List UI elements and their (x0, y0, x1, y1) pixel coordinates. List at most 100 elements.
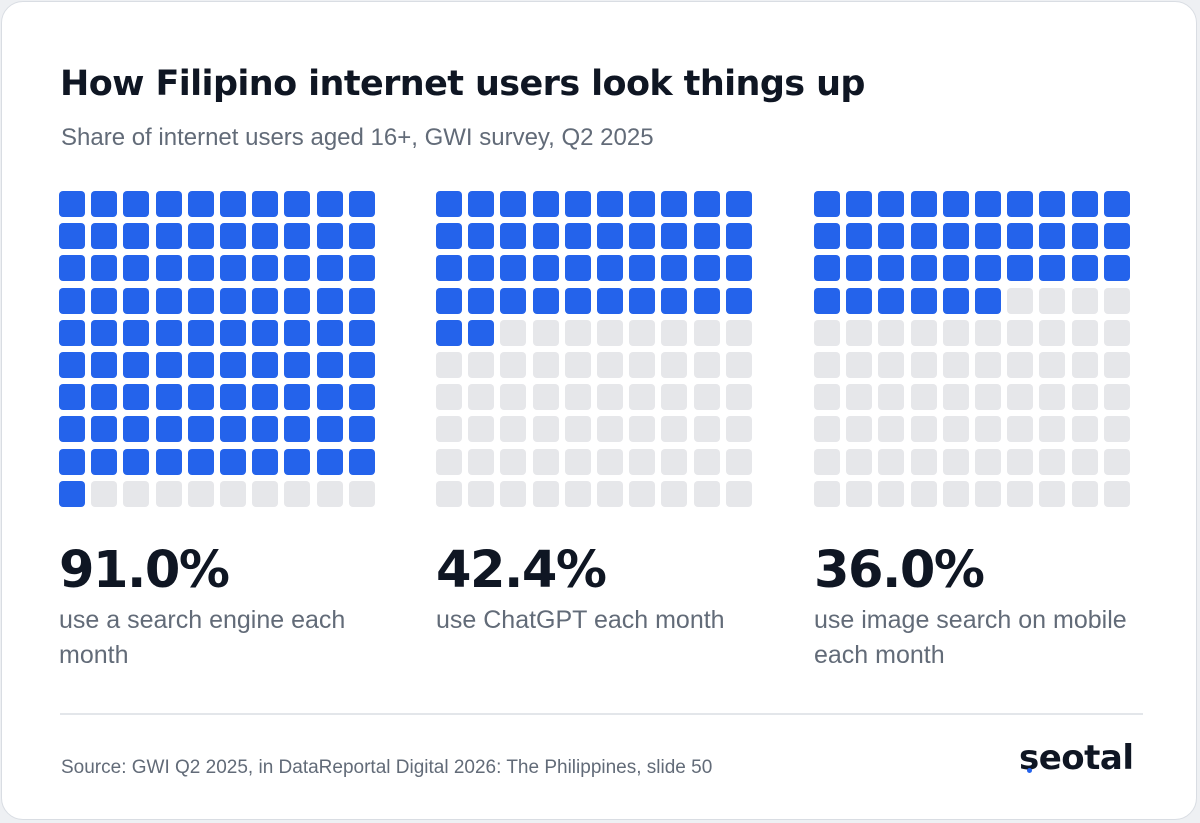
waffle-cell-empty (532, 384, 559, 411)
waffle-cell-empty (629, 480, 656, 507)
waffle-cell-filled (436, 223, 462, 250)
waffle-cell-empty (693, 319, 720, 346)
waffle-cell-filled (725, 191, 752, 217)
waffle-cell-filled (1103, 191, 1130, 217)
waffle-cell-empty (1103, 352, 1130, 378)
waffle-cell-empty (661, 319, 688, 346)
waffle-cell-empty (436, 416, 462, 443)
waffle-cell-empty (468, 384, 495, 411)
waffle-cell-filled (187, 319, 214, 346)
waffle-cell-empty (1103, 416, 1130, 443)
waffle-cell-filled (220, 352, 246, 378)
waffle-cell-filled (252, 223, 279, 250)
waffle-cell-filled (59, 352, 85, 378)
waffle-cell-empty (564, 448, 591, 475)
waffle-cell-empty (975, 352, 1001, 378)
waffle-cell-filled (468, 223, 495, 250)
waffle-cell-filled (1039, 191, 1066, 217)
waffle-cell-empty (846, 416, 873, 443)
waffle-cell-filled (123, 223, 150, 250)
waffle-cell-empty (1039, 352, 1066, 378)
waffle-cell-filled (693, 287, 720, 314)
waffle-grid (814, 191, 1130, 507)
waffle-cell-filled (468, 319, 495, 346)
waffle-cell-filled (91, 416, 118, 443)
waffle-cell-empty (1071, 448, 1098, 475)
waffle-cell-filled (187, 287, 214, 314)
waffle-cell-filled (187, 255, 214, 282)
waffle-cell-filled (878, 255, 905, 282)
waffle-cell-empty (1007, 287, 1034, 314)
waffle-cell-filled (316, 319, 343, 346)
waffle-cell-empty (1071, 384, 1098, 411)
waffle-cell-filled (284, 191, 311, 217)
waffle-cell-filled (220, 191, 246, 217)
waffle-cell-filled (59, 416, 85, 443)
waffle-cell-empty (942, 319, 969, 346)
waffle-cell-filled (846, 287, 873, 314)
waffle-cell-empty (846, 448, 873, 475)
waffle-cell-empty (661, 416, 688, 443)
waffle-cell-empty (1103, 448, 1130, 475)
waffle-cell-empty (284, 480, 311, 507)
waffle-cell-filled (91, 255, 118, 282)
waffle-cell-filled (436, 191, 462, 217)
waffle-cell-filled (252, 319, 279, 346)
value-label: 91.0% (59, 541, 230, 600)
waffle-cell-filled (693, 191, 720, 217)
waffle-cell-empty (846, 352, 873, 378)
waffle-cell-filled (284, 352, 311, 378)
waffle-cell-empty (500, 319, 527, 346)
waffle-cell-empty (564, 352, 591, 378)
waffle-cell-filled (878, 191, 905, 217)
waffle-cell-filled (564, 255, 591, 282)
waffle-cell-filled (661, 287, 688, 314)
item-label: use a search engine each month (59, 606, 346, 669)
waffle-cell-filled (348, 384, 375, 411)
waffle-cell-empty (629, 319, 656, 346)
waffle-cell-empty (468, 448, 495, 475)
value-label: 42.4% (436, 541, 607, 600)
waffle-cell-empty (878, 352, 905, 378)
chart-subtitle: Share of internet users aged 16+, GWI su… (61, 124, 654, 151)
waffle-cell-empty (564, 384, 591, 411)
waffle-cell-empty (500, 480, 527, 507)
brand-logo-dot (1027, 768, 1032, 773)
waffle-cell-filled (725, 287, 752, 314)
waffle-cell-filled (220, 255, 246, 282)
waffle-cell-empty (1103, 287, 1130, 314)
waffle-cell-empty (725, 319, 752, 346)
waffle-cell-empty (910, 416, 937, 443)
waffle-cell-filled (975, 287, 1001, 314)
waffle-cell-empty (910, 352, 937, 378)
waffle-cell-empty (725, 352, 752, 378)
waffle-cell-filled (942, 223, 969, 250)
waffle-cell-empty (629, 448, 656, 475)
waffle-cell-empty (725, 480, 752, 507)
waffle-cell-empty (597, 319, 623, 346)
waffle-cell-empty (942, 448, 969, 475)
waffle-cell-empty (500, 416, 527, 443)
waffle-cell-empty (1071, 352, 1098, 378)
waffle-cell-filled (846, 191, 873, 217)
waffle-cell-empty (725, 384, 752, 411)
waffle-cell-empty (975, 480, 1001, 507)
waffle-cell-filled (91, 287, 118, 314)
waffle-cell-empty (1039, 480, 1066, 507)
panel-chatgpt: 42.4% use ChatGPT each month (436, 191, 752, 634)
waffle-cell-empty (155, 480, 182, 507)
waffle-cell-filled (91, 448, 118, 475)
waffle-cell-filled (1039, 223, 1066, 250)
waffle-cell-empty (1007, 480, 1034, 507)
waffle-cell-filled (532, 223, 559, 250)
waffle-cell-empty (220, 480, 246, 507)
waffle-cell-filled (220, 287, 246, 314)
waffle-cell-empty (878, 384, 905, 411)
waffle-cell-empty (532, 416, 559, 443)
waffle-cell-filled (348, 287, 375, 314)
waffle-cell-empty (878, 319, 905, 346)
waffle-cell-empty (1007, 448, 1034, 475)
waffle-cell-empty (597, 480, 623, 507)
waffle-cell-empty (975, 448, 1001, 475)
waffle-cell-filled (348, 352, 375, 378)
